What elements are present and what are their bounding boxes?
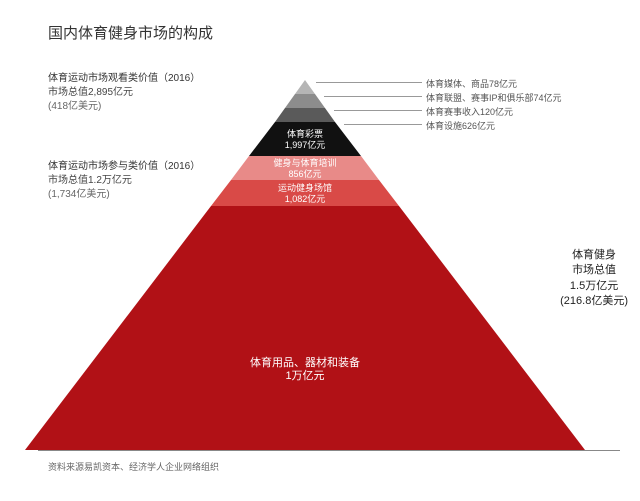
left-block-heading: 体育运动市场观看类价值（2016） [48,72,200,86]
band-label-lottery: 体育彩票1,997亿元 [225,129,385,151]
left-block-line1: 市场总值2,895亿元 [48,86,200,100]
left-block-watch: 体育运动市场观看类价值（2016） 市场总值2,895亿元 (418亿美元) [48,72,200,114]
callout-leader [344,124,422,125]
pyramid-tip2 [285,94,325,108]
callout-text: 体育设施626亿元 [426,119,495,132]
source-attribution: 资料来源易凯资本、经济学人企业网络组织 [48,460,219,473]
right-total-l1: 体育健身 [560,248,628,263]
right-total-l2: 市场总值 [560,263,628,278]
right-total-block: 体育健身 市场总值 1.5万亿元 (216.8亿美元) [560,248,628,310]
pyramid-tip [295,80,315,94]
callout-text: 体育赛事收入120亿元 [426,105,513,118]
baseline-rule [38,450,620,451]
left-block-participate: 体育运动市场参与类价值（2016） 市场总值1.2万亿元 (1,734亿美元) [48,160,200,202]
left-block-line2: (418亿美元) [48,100,200,114]
band-label-base: 体育用品、器材和装备1万亿元 [225,357,385,383]
chart-title: 国内体育健身市场的构成 [48,22,213,43]
right-total-l4: (216.8亿美元) [560,294,628,309]
callout-leader [334,110,422,111]
callout-leader [316,82,422,83]
callout-text: 体育媒体、商品78亿元 [426,77,517,90]
callout-text: 体育联盟、赛事IP和俱乐部74亿元 [426,91,562,104]
right-total-l3: 1.5万亿元 [560,279,628,294]
callout-leader [324,96,422,97]
band-label-training: 健身与体育培训856亿元 [225,158,385,180]
pyramid-base [25,206,585,450]
left-block-line1: 市场总值1.2万亿元 [48,174,200,188]
left-block-line2: (1,734亿美元) [48,188,200,202]
band-label-venues: 运动健身场馆1,082亿元 [225,183,385,205]
pyramid-tip3 [275,108,335,122]
left-block-heading: 体育运动市场参与类价值（2016） [48,160,200,174]
